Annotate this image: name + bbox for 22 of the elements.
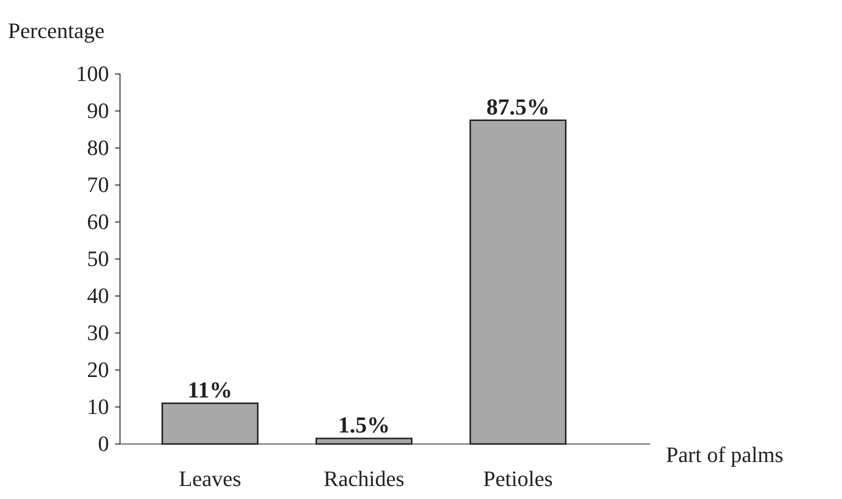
y-tick-label: 10 bbox=[87, 394, 109, 420]
data-label: 11% bbox=[188, 377, 232, 402]
y-tick-label: 100 bbox=[76, 61, 109, 86]
data-label: 1.5% bbox=[338, 412, 390, 438]
x-tick-label: Petioles bbox=[483, 466, 553, 491]
bar bbox=[162, 402, 258, 445]
x-tick-label: Rachides bbox=[324, 466, 404, 491]
y-axis-title: Percentage bbox=[8, 18, 104, 43]
y-tick-label: 50 bbox=[87, 246, 109, 272]
data-label: 87.5% bbox=[486, 94, 550, 120]
y-tick-label: 30 bbox=[87, 320, 109, 346]
y-tick-label: 20 bbox=[87, 357, 109, 382]
y-tick-label: 40 bbox=[87, 283, 109, 308]
y-tick-label: 60 bbox=[87, 209, 109, 234]
bar bbox=[470, 120, 566, 445]
bar bbox=[316, 438, 412, 445]
x-axis-title: Part of palms bbox=[666, 442, 784, 467]
x-tick-label: Leaves bbox=[178, 466, 242, 491]
y-tick-label: 0 bbox=[98, 431, 109, 456]
y-tick-label: 80 bbox=[87, 135, 109, 160]
y-tick-label: 90 bbox=[87, 98, 109, 124]
y-tick-label: 70 bbox=[87, 172, 109, 198]
